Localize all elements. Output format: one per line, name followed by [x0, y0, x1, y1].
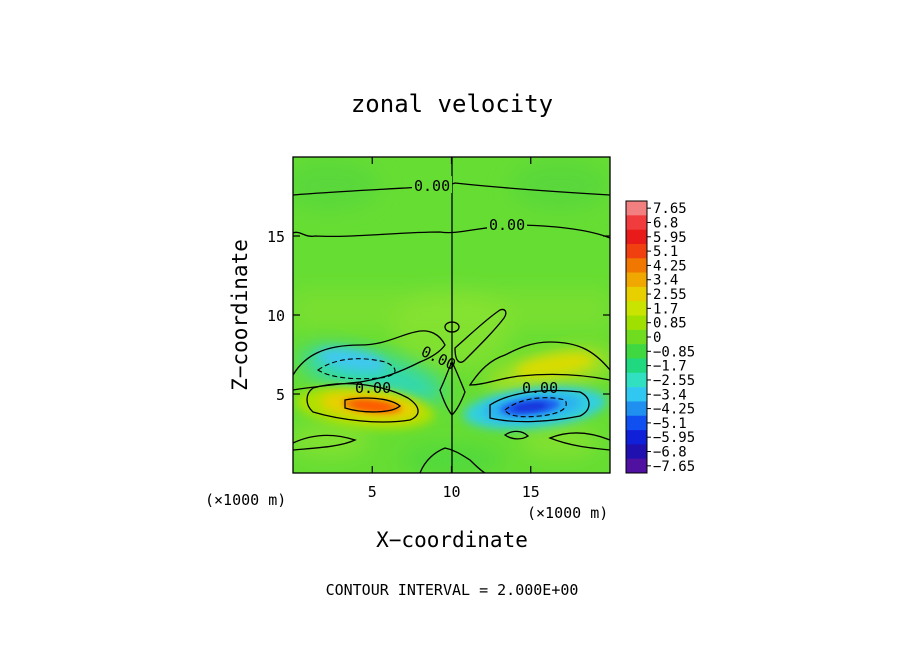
contour-lines — [293, 157, 610, 473]
contour-left-jet-core — [344, 397, 402, 413]
left-anomalies — [295, 346, 445, 430]
colorbar-swatch-14 — [626, 401, 647, 417]
contour-left-wing — [293, 330, 446, 391]
contour-left-jet — [306, 383, 419, 423]
colorbar-label-15: −5.1 — [653, 416, 687, 432]
x-tick-label-1: 10 — [442, 483, 460, 501]
y-tick-label-1: 10 — [267, 307, 285, 325]
contour-lower-left — [293, 434, 357, 451]
contour-neg-left — [317, 358, 396, 380]
x-axis-label: X−coordinate — [376, 528, 528, 552]
colorbar-swatch-7 — [626, 301, 647, 316]
colorbar-label-6: 2.55 — [653, 287, 687, 303]
colorbar-label-8: 0.85 — [653, 316, 687, 332]
colorbar-swatch-12 — [626, 372, 647, 388]
colorbar-label-12: −2.55 — [653, 373, 695, 389]
colorbar-label-17: −6.8 — [653, 445, 687, 461]
colorbar-swatch-16 — [626, 430, 647, 445]
colorbar-swatch-11 — [626, 358, 647, 374]
y-axis-label: Z−coordinate — [228, 239, 252, 391]
neg-band-left-inner — [317, 348, 387, 372]
chart-title: zonal velocity — [351, 90, 553, 118]
contour-right-jet — [489, 389, 590, 423]
colorbar-swatch-13 — [626, 387, 647, 402]
colorbar-label-7: 1.7 — [653, 301, 678, 317]
colorbar-swatch-3 — [626, 243, 647, 259]
colorbar-swatch-0 — [626, 201, 647, 216]
colorbar-label-4: 4.25 — [653, 258, 687, 274]
colorbar-swatch-2 — [626, 229, 647, 245]
colorbar-label-5: 3.4 — [653, 273, 678, 289]
dashed-contours — [317, 358, 567, 418]
y-axis-ticks: 5 10 15 — [267, 228, 610, 404]
colorbar-swatch-10 — [626, 344, 647, 359]
y-tick-label-0: 5 — [276, 386, 285, 404]
contour-label-left: 0.00 — [355, 379, 391, 397]
colorbar-swatch-8 — [626, 315, 647, 331]
contour-label-top: 0.00 — [414, 177, 450, 195]
colorbar-label-13: −3.4 — [653, 387, 687, 403]
neg-jet-right-peak — [512, 402, 548, 412]
colorbar-label-0: 7.65 — [653, 201, 687, 217]
y-tick-label-2: 15 — [267, 228, 285, 246]
field-shading — [293, 160, 610, 473]
colorbar-label-9: 0 — [653, 330, 661, 346]
colorbar-swatch-4 — [626, 258, 647, 273]
colorbar-swatch-6 — [626, 286, 647, 302]
colorbar-label-10: −0.85 — [653, 344, 695, 360]
x-axis-ticks: 5 10 15 — [368, 157, 540, 501]
pos-jet-left-peak — [352, 401, 392, 411]
x-unit-label: (×1000 m) — [527, 504, 608, 522]
contour-center-blob — [444, 321, 460, 333]
contour-zero-upper — [293, 224, 610, 239]
colorbar-label-18: −7.65 — [653, 459, 695, 475]
contour-neg-right — [504, 397, 567, 418]
colorbar-swatch-18 — [626, 458, 647, 474]
colorbar-label-3: 5.1 — [653, 244, 678, 260]
right-anomalies — [463, 348, 610, 430]
plot-area: 0.00 0.00 0.00 0.00 0.00 — [293, 157, 610, 473]
pos-band-right-inner — [515, 352, 595, 378]
contour-center-stem — [439, 360, 466, 416]
colorbar-swatch-1 — [626, 215, 647, 230]
colorbar-label-11: −1.7 — [653, 359, 687, 375]
colorbar-label-16: −5.95 — [653, 430, 695, 446]
y-unit-label: (×1000 m) — [205, 491, 286, 509]
colorbar-label-14: −4.25 — [653, 402, 695, 418]
x-tick-label-2: 15 — [522, 483, 540, 501]
colorbar: 7.656.85.955.14.253.42.551.70.850−0.85−1… — [625, 200, 695, 475]
colorbar-swatch-15 — [626, 415, 647, 431]
colorbar-swatch-5 — [626, 272, 647, 288]
colorbar-label-1: 6.8 — [653, 215, 678, 231]
contour-center-vee — [454, 308, 507, 363]
colorbar-swatch-17 — [626, 444, 647, 459]
colorbar-label-2: 5.95 — [653, 230, 687, 246]
contour-right-wing — [468, 341, 610, 386]
contour-label-upper: 0.00 — [489, 216, 525, 234]
x-tick-label-0: 5 — [368, 483, 377, 501]
contour-interval-text: CONTOUR INTERVAL = 2.000E+00 — [326, 581, 579, 599]
contour-label-right: 0.00 — [522, 379, 558, 397]
contour-bottom-small — [503, 430, 530, 440]
contour-bottom — [419, 447, 486, 473]
colorbar-swatch-9 — [626, 329, 647, 345]
contour-lower-right — [548, 432, 610, 451]
